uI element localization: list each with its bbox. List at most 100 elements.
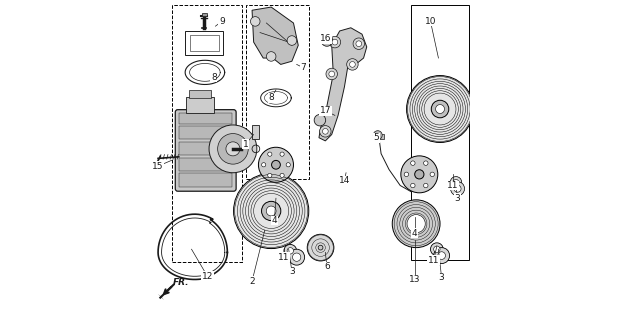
- Circle shape: [272, 160, 281, 169]
- Circle shape: [234, 173, 309, 249]
- Circle shape: [287, 248, 294, 254]
- Circle shape: [392, 200, 440, 248]
- Text: 4: 4: [272, 216, 277, 225]
- Text: 3: 3: [455, 194, 460, 203]
- Circle shape: [226, 142, 240, 156]
- Circle shape: [329, 71, 335, 77]
- Bar: [246, 5, 309, 179]
- Circle shape: [280, 152, 284, 156]
- Bar: [190, 35, 218, 51]
- Text: 7: 7: [300, 63, 306, 72]
- Bar: [374, 134, 384, 139]
- Bar: [179, 173, 232, 187]
- Text: 15: 15: [152, 162, 163, 171]
- Circle shape: [280, 173, 284, 178]
- Text: 10: 10: [425, 17, 436, 26]
- Text: 5: 5: [373, 133, 379, 142]
- Circle shape: [430, 243, 443, 256]
- Bar: [186, 97, 215, 113]
- Bar: [172, 5, 243, 262]
- Circle shape: [287, 36, 297, 45]
- Circle shape: [326, 68, 338, 80]
- Circle shape: [286, 163, 290, 167]
- Text: 9: 9: [219, 17, 225, 26]
- Bar: [411, 5, 469, 260]
- Circle shape: [435, 105, 445, 114]
- Circle shape: [373, 131, 382, 140]
- Text: 8: 8: [211, 73, 216, 82]
- Text: 3: 3: [439, 273, 445, 282]
- Circle shape: [450, 182, 465, 196]
- Bar: [202, 13, 207, 16]
- Circle shape: [209, 125, 257, 173]
- Circle shape: [434, 248, 450, 264]
- Circle shape: [258, 147, 294, 182]
- Circle shape: [266, 52, 276, 61]
- Circle shape: [332, 39, 338, 45]
- Polygon shape: [252, 7, 299, 64]
- Circle shape: [218, 133, 248, 164]
- Text: 2: 2: [249, 276, 255, 285]
- Text: FR.: FR.: [172, 278, 189, 287]
- Text: 11: 11: [447, 181, 458, 190]
- Bar: [189, 90, 211, 98]
- Bar: [253, 125, 259, 139]
- Circle shape: [404, 172, 409, 177]
- Text: 8: 8: [268, 93, 274, 102]
- Circle shape: [407, 215, 425, 233]
- Circle shape: [401, 156, 438, 193]
- Circle shape: [350, 61, 355, 67]
- Text: 17: 17: [320, 106, 331, 115]
- Circle shape: [411, 183, 415, 188]
- Text: 16: 16: [320, 35, 331, 44]
- Circle shape: [430, 172, 435, 177]
- Circle shape: [453, 180, 459, 185]
- Circle shape: [267, 173, 272, 178]
- Text: 12: 12: [202, 272, 213, 281]
- Circle shape: [431, 100, 449, 118]
- Circle shape: [266, 206, 276, 216]
- Circle shape: [411, 161, 415, 165]
- Bar: [179, 142, 232, 155]
- Text: 3: 3: [289, 267, 295, 276]
- Circle shape: [262, 163, 266, 167]
- Text: 11: 11: [278, 253, 290, 262]
- Bar: [179, 158, 232, 171]
- Text: 4: 4: [412, 229, 417, 238]
- Text: 13: 13: [409, 275, 420, 284]
- Circle shape: [346, 59, 358, 70]
- Circle shape: [292, 253, 301, 261]
- Circle shape: [318, 245, 323, 250]
- Bar: [179, 126, 232, 139]
- Circle shape: [407, 76, 473, 142]
- Circle shape: [325, 38, 330, 43]
- Circle shape: [251, 17, 260, 26]
- Bar: [185, 31, 223, 55]
- Circle shape: [438, 252, 445, 260]
- Text: 6: 6: [324, 262, 330, 271]
- Text: 11: 11: [428, 256, 439, 265]
- Text: 14: 14: [339, 176, 350, 185]
- Circle shape: [424, 161, 428, 165]
- Circle shape: [424, 183, 428, 188]
- Circle shape: [434, 246, 440, 252]
- Circle shape: [284, 244, 297, 257]
- Circle shape: [329, 36, 341, 48]
- Circle shape: [267, 152, 272, 156]
- Bar: [179, 114, 232, 124]
- Polygon shape: [319, 28, 367, 141]
- Circle shape: [307, 234, 334, 261]
- Circle shape: [320, 125, 331, 137]
- Circle shape: [450, 177, 462, 188]
- Circle shape: [415, 170, 424, 179]
- Circle shape: [356, 41, 361, 47]
- Circle shape: [353, 38, 364, 50]
- Circle shape: [289, 249, 305, 265]
- FancyBboxPatch shape: [175, 110, 236, 191]
- Polygon shape: [158, 294, 164, 300]
- Circle shape: [454, 185, 461, 192]
- Circle shape: [261, 201, 281, 220]
- Circle shape: [321, 35, 333, 46]
- Circle shape: [314, 115, 326, 126]
- Text: 1: 1: [243, 140, 249, 148]
